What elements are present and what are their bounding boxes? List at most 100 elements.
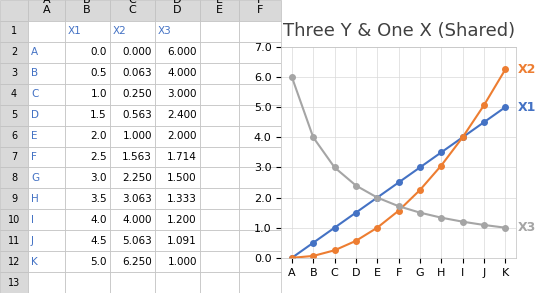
Bar [110, 0, 155, 21]
Bar [64, 146, 110, 167]
Bar [28, 251, 64, 272]
Text: 13: 13 [8, 277, 20, 287]
Bar [64, 42, 110, 63]
Bar [155, 84, 200, 105]
Bar [64, 188, 110, 209]
Bar [200, 0, 239, 21]
Bar [64, 251, 110, 272]
Bar [155, 42, 200, 63]
Text: D: D [31, 110, 39, 120]
Text: 6.000: 6.000 [167, 47, 197, 57]
Text: X3: X3 [518, 221, 536, 234]
Text: 2.0: 2.0 [90, 131, 107, 141]
Bar [155, 105, 200, 126]
Text: B: B [31, 68, 38, 78]
Text: 4.0: 4.0 [90, 215, 107, 225]
Bar [0, 0, 28, 21]
Bar [155, 188, 200, 209]
Text: 4.5: 4.5 [90, 236, 107, 246]
Bar [110, 272, 155, 293]
Bar [28, 188, 64, 209]
Bar [200, 42, 239, 63]
Text: 1.714: 1.714 [167, 152, 197, 162]
Bar [200, 105, 239, 126]
Bar [110, 63, 155, 84]
Text: 12: 12 [8, 257, 20, 267]
Bar [239, 146, 281, 167]
Bar [200, 209, 239, 230]
Text: D: D [173, 6, 181, 16]
Text: K: K [31, 257, 38, 267]
Text: F: F [257, 6, 263, 16]
Bar [0, 251, 28, 272]
Bar [0, 42, 28, 63]
Bar [200, 21, 239, 42]
Text: X1: X1 [68, 26, 81, 36]
Text: E: E [216, 6, 223, 16]
Bar [239, 167, 281, 188]
Bar [0, 21, 28, 42]
Bar [110, 126, 155, 146]
Bar [239, 63, 281, 84]
Text: 2.250: 2.250 [122, 173, 152, 183]
Bar [64, 21, 110, 42]
Bar [0, 63, 28, 84]
Bar [155, 126, 200, 146]
Bar [110, 188, 155, 209]
Bar [64, 63, 110, 84]
Text: 6: 6 [11, 131, 17, 141]
Text: 1.000: 1.000 [167, 257, 197, 267]
Bar [0, 84, 28, 105]
Bar [200, 63, 239, 84]
Text: X2: X2 [518, 63, 537, 76]
Text: 2.000: 2.000 [167, 131, 197, 141]
Text: B: B [84, 0, 91, 5]
Text: 1.091: 1.091 [167, 236, 197, 246]
Text: 1: 1 [11, 26, 17, 36]
Bar [200, 167, 239, 188]
Bar [239, 0, 281, 21]
Text: 5: 5 [11, 110, 17, 120]
Text: 0.563: 0.563 [122, 110, 152, 120]
Bar [200, 126, 239, 146]
Text: I: I [31, 215, 34, 225]
Text: 2: 2 [11, 47, 17, 57]
Bar [64, 272, 110, 293]
Bar [64, 0, 110, 21]
Bar [200, 230, 239, 251]
Text: 3.0: 3.0 [90, 173, 107, 183]
Text: F: F [257, 0, 263, 5]
Bar [110, 167, 155, 188]
Bar [155, 167, 200, 188]
Text: A: A [31, 47, 38, 57]
Bar [155, 209, 200, 230]
Bar [0, 146, 28, 167]
Text: B: B [84, 6, 91, 16]
Bar [110, 251, 155, 272]
Bar [239, 42, 281, 63]
Bar [64, 230, 110, 251]
Text: 0.000: 0.000 [122, 47, 152, 57]
Text: J: J [31, 236, 34, 246]
Bar [239, 21, 281, 42]
Text: X1: X1 [518, 101, 537, 114]
Bar [200, 84, 239, 105]
Text: E: E [216, 0, 223, 5]
Bar [200, 272, 239, 293]
Bar [239, 126, 281, 146]
Bar [0, 230, 28, 251]
Text: A: A [43, 0, 50, 5]
Text: 1.563: 1.563 [122, 152, 152, 162]
Bar [239, 188, 281, 209]
Bar [0, 272, 28, 293]
Text: 10: 10 [8, 215, 20, 225]
Bar [155, 230, 200, 251]
Title: Three Y & One X (Shared): Three Y & One X (Shared) [282, 22, 515, 40]
Bar [28, 84, 64, 105]
Bar [0, 188, 28, 209]
Bar [64, 105, 110, 126]
Bar [110, 146, 155, 167]
Bar [155, 0, 200, 21]
Bar [110, 42, 155, 63]
Bar [28, 167, 64, 188]
